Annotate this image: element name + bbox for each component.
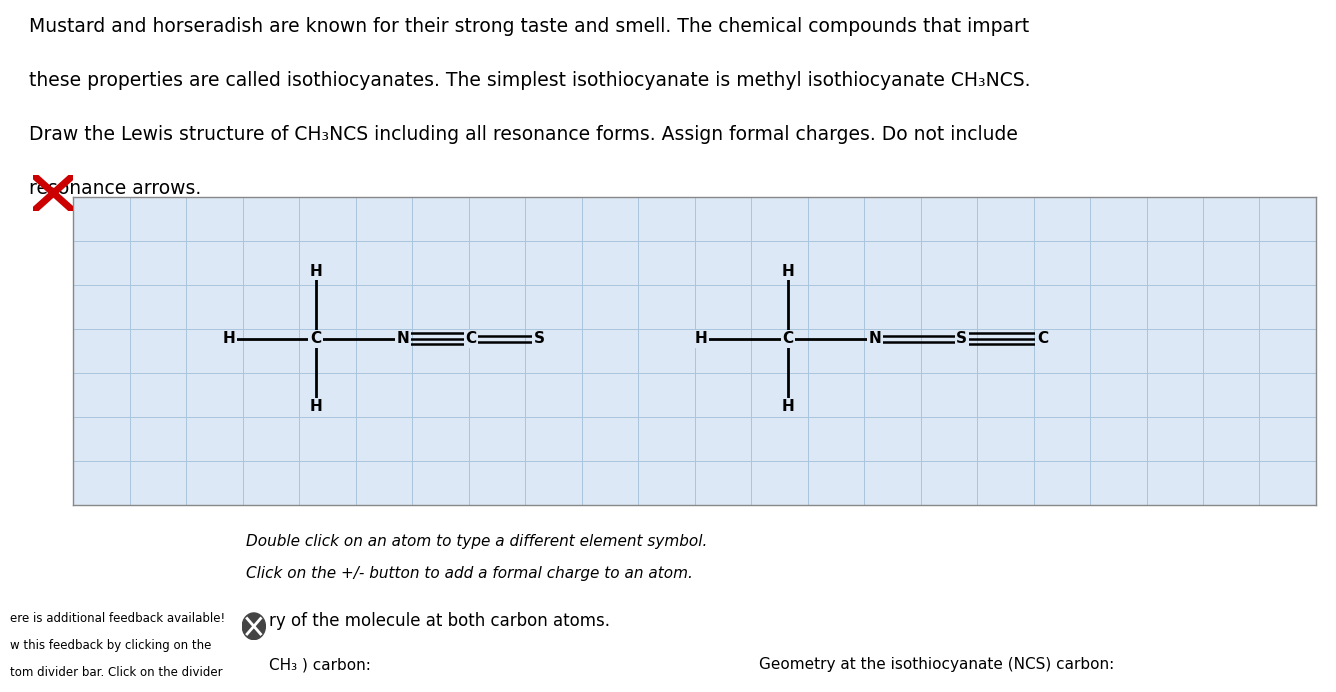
Text: C: C: [310, 331, 322, 347]
Text: H: H: [310, 264, 322, 279]
Text: H: H: [222, 331, 235, 347]
Text: H: H: [695, 331, 707, 347]
Text: w this feedback by clicking on the: w this feedback by clicking on the: [9, 639, 211, 652]
Text: H: H: [782, 264, 795, 279]
Text: Click on the +/- button to add a formal charge to an atom.: Click on the +/- button to add a formal …: [246, 566, 693, 581]
Text: N: N: [397, 331, 409, 347]
Text: N: N: [868, 331, 882, 347]
Text: H: H: [782, 399, 795, 414]
Text: ry of the molecule at both carbon atoms.: ry of the molecule at both carbon atoms.: [269, 612, 611, 630]
Text: ere is additional feedback available!: ere is additional feedback available!: [9, 612, 224, 625]
Text: Geometry at the isothiocyanate (NCS) carbon:: Geometry at the isothiocyanate (NCS) car…: [759, 657, 1114, 673]
Text: resonance arrows.: resonance arrows.: [29, 179, 202, 197]
Text: Draw the Lewis structure of CH₃NCS including all resonance forms. Assign formal : Draw the Lewis structure of CH₃NCS inclu…: [29, 125, 1018, 143]
Text: C: C: [465, 331, 477, 347]
Text: tom divider bar. Click on the divider: tom divider bar. Click on the divider: [9, 666, 223, 680]
Circle shape: [242, 613, 266, 639]
Text: CH₃ ) carbon:: CH₃ ) carbon:: [269, 657, 371, 673]
Text: S: S: [534, 331, 545, 347]
Text: H: H: [310, 399, 322, 414]
Text: Mustard and horseradish are known for their strong taste and smell. The chemical: Mustard and horseradish are known for th…: [29, 17, 1030, 35]
Text: Double click on an atom to type a different element symbol.: Double click on an atom to type a differ…: [246, 534, 708, 549]
Text: C: C: [783, 331, 794, 347]
Text: C: C: [1037, 331, 1049, 347]
Text: these properties are called isothiocyanates. The simplest isothiocyanate is meth: these properties are called isothiocyana…: [29, 71, 1031, 89]
Text: S: S: [957, 331, 967, 347]
